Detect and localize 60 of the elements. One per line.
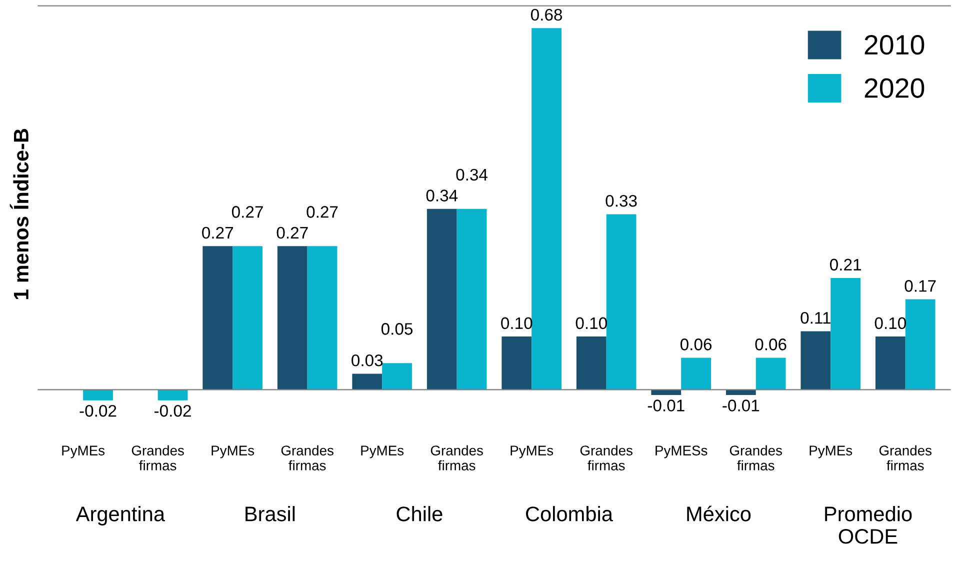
bar (532, 28, 562, 390)
x-tick-label: PyMEs (212, 446, 254, 458)
data-label: 0.68 (530, 8, 562, 21)
x-tick-label: PyMESs (656, 446, 708, 458)
bar (875, 336, 906, 390)
bar (456, 208, 487, 390)
data-label: 0.03 (352, 354, 383, 366)
x-tick-label: PyMEs (510, 446, 554, 458)
text: Promedio OCDE (825, 506, 912, 544)
text: Brasil (246, 506, 295, 522)
data-label: 0.11 (800, 312, 830, 324)
bar (606, 214, 636, 390)
text: Chile (396, 506, 442, 522)
x-tick-label: Grandes firmas (730, 445, 782, 470)
data-label: -0.01 (722, 400, 760, 412)
bar (202, 246, 233, 390)
bar (576, 336, 606, 390)
data-label: 0.27 (202, 226, 233, 239)
data-label: 0.27 (276, 226, 308, 239)
x-tick-label: PyMEs (810, 446, 852, 458)
bar (158, 390, 188, 400)
bar (382, 363, 412, 390)
data-label: 0.06 (680, 338, 712, 350)
bar (307, 246, 338, 390)
y-axis-title: 1 menos Índice-B (10, 128, 29, 300)
text: México (687, 506, 751, 522)
data-label: 0.06 (755, 338, 786, 350)
x-tick-label: Grandes firmas (580, 445, 632, 470)
bar (905, 299, 936, 390)
text: Argentina (76, 506, 166, 526)
data-label: 0.27 (306, 206, 338, 218)
data-label: -0.02 (154, 404, 191, 417)
bar (83, 390, 113, 400)
data-label: 0.21 (830, 258, 861, 271)
x-tick-label: PyMEs (62, 446, 105, 458)
bar (800, 331, 831, 390)
data-label: 0.33 (606, 194, 637, 207)
data-label: 0.34 (456, 168, 488, 181)
text: Colombia (526, 506, 613, 522)
bar (681, 358, 712, 390)
legend-label: 2020 (864, 78, 924, 98)
x-tick-label: PyMEs (361, 446, 404, 458)
bar (426, 208, 457, 390)
bar (756, 358, 786, 390)
bar (352, 374, 382, 390)
bar (277, 246, 308, 390)
data-label: 0.27 (232, 206, 263, 218)
x-tick-label: Grandes firmas (430, 445, 483, 470)
x-tick-label: Grandes firmas (281, 445, 334, 470)
data-label: 0.17 (904, 280, 936, 292)
data-label: 0.05 (381, 323, 413, 335)
data-label: -0.02 (80, 404, 116, 417)
bar (502, 336, 532, 390)
bar (830, 278, 861, 390)
data-label: 0.34 (426, 190, 458, 202)
legend-label: 2010 (864, 35, 924, 55)
x-tick-label: Grandes firmas (132, 445, 184, 470)
x-tick-label: Grandes firmas (879, 445, 932, 470)
bar (232, 246, 262, 390)
data-label: -0.01 (648, 400, 684, 412)
